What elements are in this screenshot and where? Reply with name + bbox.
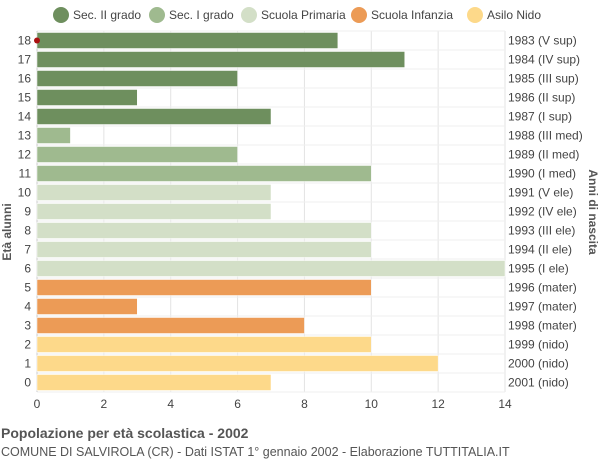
- bar: [36, 108, 272, 125]
- birth-tick-label: 1992 (IV ele): [508, 205, 577, 219]
- birth-tick-label: 1997 (mater): [508, 300, 577, 314]
- age-tick-label: 10: [18, 186, 32, 200]
- bar: [36, 165, 372, 182]
- age-tick-label: 2: [24, 338, 31, 352]
- bar: [36, 222, 372, 239]
- legend-label: Asilo Nido: [487, 8, 541, 22]
- age-tick-label: 1: [24, 357, 31, 371]
- birth-tick-label: 1986 (II sup): [508, 91, 575, 105]
- birth-tick-label: 1995 (I ele): [508, 262, 569, 276]
- bar: [36, 146, 238, 163]
- legend-label: Scuola Primaria: [261, 8, 346, 22]
- chart: Sec. II grado Sec. I grado Scuola Primaria…: [0, 7, 600, 411]
- x-tick-label: 10: [365, 397, 379, 411]
- bar: [36, 260, 506, 277]
- birth-tick-label: 1998 (mater): [508, 319, 577, 333]
- legend-item: Sec. II grado: [53, 7, 141, 23]
- age-tick-label: 0: [24, 376, 31, 390]
- age-tick-label: 18: [18, 34, 32, 48]
- x-tick-label: 4: [167, 397, 174, 411]
- age-tick-label: 11: [19, 167, 32, 181]
- age-tick-label: 14: [18, 110, 32, 124]
- bar: [36, 298, 138, 315]
- bar: [36, 184, 272, 201]
- highlight-marker: [34, 37, 40, 44]
- bar: [36, 336, 372, 353]
- bar: [36, 374, 272, 391]
- legend-item: Scuola Infanzia: [351, 7, 453, 23]
- x-tick-label: 6: [234, 397, 241, 411]
- bar: [36, 355, 439, 372]
- bar: [36, 32, 339, 49]
- birth-year-labels: 1983 (V sup) 1984 (IV sup) 1985 (III sup) 1…: [508, 34, 583, 390]
- birth-tick-label: 1994 (II ele): [508, 243, 572, 257]
- age-tick-label: 15: [18, 91, 32, 105]
- legend-swatch: [241, 7, 257, 23]
- x-tick-label: 14: [498, 397, 512, 411]
- legend-label: Scuola Infanzia: [371, 8, 453, 22]
- legend-item: Asilo Nido: [467, 7, 541, 23]
- birth-tick-label: 1988 (III med): [508, 129, 583, 143]
- bar: [36, 89, 138, 106]
- chart-subtitle: COMUNE DI SALVIROLA (CR) - Dati ISTAT 1°…: [1, 445, 510, 459]
- bar: [36, 317, 305, 334]
- age-tick-label: 17: [18, 53, 32, 67]
- birth-tick-label: 1985 (III sup): [508, 72, 579, 86]
- age-tick-label: 12: [18, 148, 32, 162]
- birth-tick-label: 1983 (V sup): [508, 34, 577, 48]
- age-tick-label: 4: [24, 300, 31, 314]
- legend-swatch: [149, 7, 165, 23]
- y-axis-label: Età alunni: [0, 203, 14, 260]
- bar: [36, 279, 372, 296]
- legend-swatch: [53, 7, 69, 23]
- x-tick-label: 2: [101, 397, 108, 411]
- bar: [36, 127, 71, 144]
- x-tick-label: 0: [34, 397, 41, 411]
- grid: [36, 30, 506, 393]
- age-tick-label: 3: [24, 319, 31, 333]
- birth-tick-label: 1991 (V ele): [508, 186, 573, 200]
- birth-tick-label: 1996 (mater): [508, 281, 577, 295]
- age-tick-label: 9: [24, 205, 31, 219]
- birth-tick-label: 1993 (III ele): [508, 224, 575, 238]
- birth-tick-label: 1989 (II med): [508, 148, 579, 162]
- legend-swatch: [351, 7, 367, 23]
- age-tick-label: 7: [24, 243, 31, 257]
- legend-item: Sec. I grado: [149, 7, 234, 23]
- y2-axis-label: Anni di nascita: [586, 169, 600, 255]
- birth-tick-label: 2001 (nido): [508, 376, 569, 390]
- birth-tick-label: 1984 (IV sup): [508, 53, 580, 67]
- x-tick-label: 12: [431, 397, 445, 411]
- legend-label: Sec. I grado: [169, 8, 234, 22]
- bar: [36, 241, 372, 258]
- legend: Sec. II grado Sec. I grado Scuola Primaria…: [53, 7, 541, 23]
- legend-label: Sec. II grado: [73, 8, 141, 22]
- bar: [36, 203, 272, 220]
- birth-tick-label: 1999 (nido): [508, 338, 569, 352]
- chart-title: Popolazione per età scolastica - 2002: [1, 425, 249, 441]
- legend-item: Scuola Primaria: [241, 7, 346, 23]
- birth-tick-label: 1990 (I med): [508, 167, 576, 181]
- age-tick-label: 5: [24, 281, 31, 295]
- birth-tick-label: 1987 (I sup): [508, 110, 572, 124]
- x-tick-label: 8: [301, 397, 308, 411]
- bars: [34, 32, 506, 391]
- legend-swatch: [467, 7, 483, 23]
- bar: [36, 51, 405, 68]
- bar: [36, 70, 238, 87]
- age-tick-label: 6: [24, 262, 31, 276]
- age-tick-label: 16: [18, 72, 32, 86]
- age-tick-label: 13: [18, 129, 32, 143]
- birth-tick-label: 2000 (nido): [508, 357, 569, 371]
- x-tick-labels: 0 2 4 6 8 10 12 14: [34, 397, 512, 411]
- age-tick-label: 8: [24, 224, 31, 238]
